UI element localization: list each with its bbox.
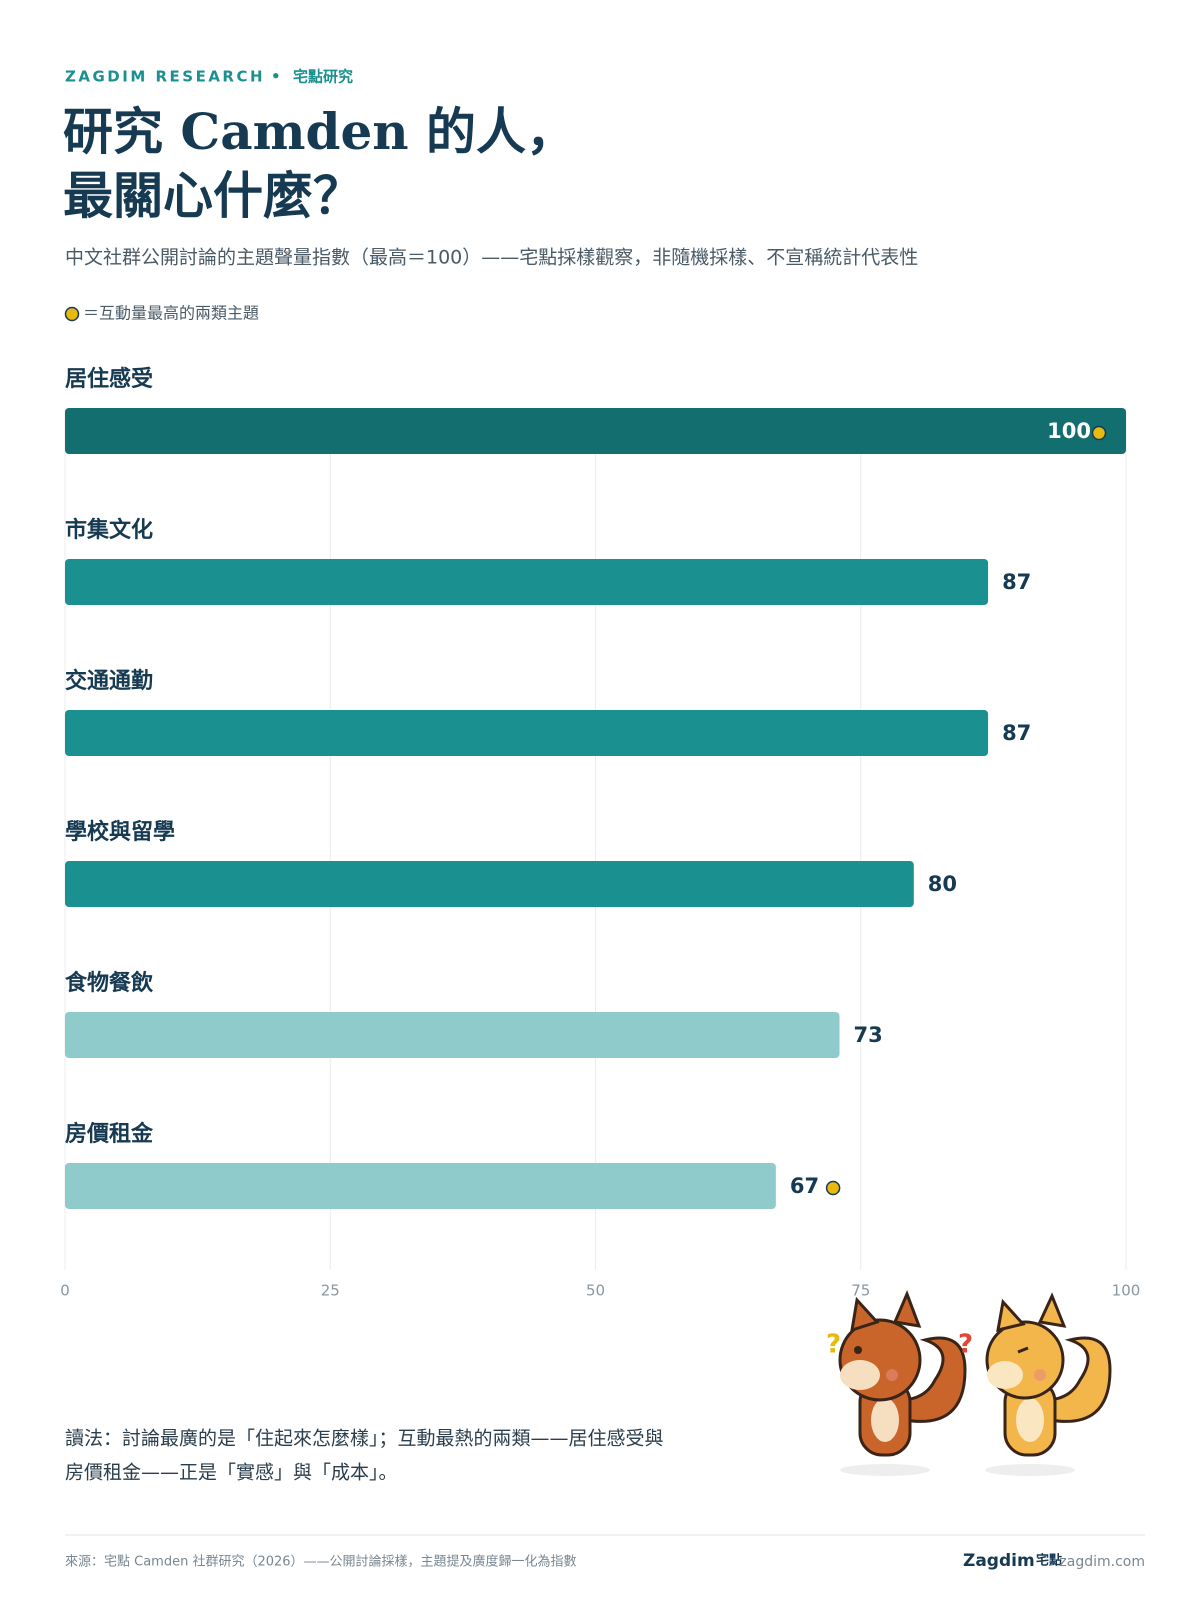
footer-source: 來源：宅點 Camden 社群研究（2026）——公開討論採樣，主題提及廣度歸一… xyxy=(65,1554,577,1570)
note-line: 讀法：討論最廣的是「住起來怎麼樣」；互動最熱的兩類——居住感受與 xyxy=(65,1428,664,1450)
x-tick-label: 100 xyxy=(1112,1282,1141,1300)
title-line: 最關心什麼？ xyxy=(63,166,363,225)
bar xyxy=(65,861,914,907)
bar xyxy=(65,408,1126,454)
footer-url: zagdim.com xyxy=(1059,1554,1145,1570)
value-label: 67 xyxy=(790,1174,819,1198)
x-tick-label: 50 xyxy=(586,1282,605,1300)
mascot-mark: ? xyxy=(958,1330,973,1360)
bar xyxy=(65,710,989,756)
category-label: 交通通勤 xyxy=(65,668,153,694)
category-label: 學校與留學 xyxy=(65,819,175,845)
value-label: 87 xyxy=(1002,721,1031,745)
category-label: 居住感受 xyxy=(65,366,153,392)
note-line: 房價租金——正是「實感」與「成本」。 xyxy=(65,1462,398,1484)
bar xyxy=(65,1163,776,1209)
value-label: 80 xyxy=(928,872,957,896)
category-label: 食物餐飲 xyxy=(65,970,154,996)
kicker-separator: • xyxy=(271,68,281,86)
legend-dot xyxy=(64,306,80,322)
x-tick-label: 75 xyxy=(851,1282,870,1300)
kicker-name: 宅點研究 xyxy=(293,68,353,86)
highlight-dot xyxy=(1091,425,1107,441)
category-label: 房價租金 xyxy=(65,1121,154,1147)
highlight-dot xyxy=(825,1180,841,1196)
mascots: ? ? xyxy=(826,1289,1112,1476)
title-line: 研究 Camden 的人， xyxy=(63,102,576,161)
value-label: 100 xyxy=(1047,419,1091,443)
bar xyxy=(65,559,989,605)
x-tick-label: 25 xyxy=(321,1282,340,1300)
legend-text: ＝互動量最高的兩類主題 xyxy=(83,304,259,323)
x-tick-label: 0 xyxy=(60,1282,70,1300)
bar xyxy=(65,1012,840,1058)
mascot-mark: ? xyxy=(826,1330,841,1360)
kicker-brand: ZAGDIM RESEARCH xyxy=(65,68,265,86)
footer-logo: Zagdim xyxy=(963,1551,1035,1571)
category-label: 市集文化 xyxy=(65,517,153,543)
plot: 0 25 50 75 100 居住感受 100 市集文化 87 交通通勤 87 學校與留學 80 食物餐飲… xyxy=(60,366,1140,1300)
subtitle: 中文社群公開討論的主題聲量指數（最高＝100）——宅點採樣觀察，非隨機採樣、不宣… xyxy=(65,247,918,269)
value-label: 87 xyxy=(1002,570,1031,594)
footer-logo-cn: 宅點 xyxy=(1036,1553,1062,1569)
value-label: 73 xyxy=(854,1023,883,1047)
